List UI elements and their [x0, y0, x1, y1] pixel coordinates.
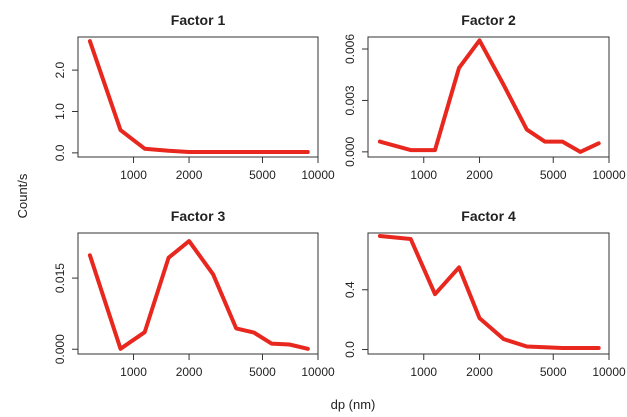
x-tick-label: 10000 [301, 168, 335, 182]
panel-title: Factor 4 [461, 208, 516, 224]
y-tick-label: 0.015 [53, 263, 67, 293]
x-tick-label: 1000 [120, 168, 147, 182]
y-tick-label: 1.0 [53, 103, 67, 120]
x-tick-label: 1000 [410, 168, 437, 182]
y-tick-label: 0.000 [53, 334, 67, 364]
x-tick-label: 10000 [592, 365, 626, 379]
x-tick-label: 2000 [176, 168, 203, 182]
factor-panel-4: Factor 4 1000 2000 5000 10000 0.0 0.4 [343, 208, 626, 379]
y-tick-label: 2.0 [53, 61, 67, 78]
x-tick-label: 1000 [120, 365, 147, 379]
panel-title: Factor 3 [171, 208, 226, 224]
y-axis-label: Count/s [15, 173, 30, 218]
plot-frame [367, 36, 610, 158]
x-tick-label: 5000 [540, 168, 567, 182]
factor-panel-3: Factor 3 1000 2000 5000 10000 0.000 0.015 [53, 208, 335, 379]
x-tick-label: 2000 [466, 168, 493, 182]
x-axis-label: dp (nm) [331, 397, 376, 412]
y-tick-label: 0.0 [53, 144, 67, 161]
factor-panel-1: Factor 1 1000 2000 5000 10000 0.0 1.0 2.0 [53, 12, 335, 182]
series-line [377, 234, 601, 350]
x-tick-label: 2000 [466, 365, 493, 379]
plot-frame [77, 36, 319, 158]
x-tick-label: 5000 [540, 365, 567, 379]
y-tick-label: 0.000 [343, 137, 357, 167]
panel-title: Factor 1 [171, 12, 226, 28]
x-tick-label: 1000 [410, 365, 437, 379]
x-tick-label: 5000 [249, 365, 276, 379]
x-tick-label: 10000 [592, 168, 626, 182]
series-line [87, 39, 310, 154]
plot-frame [367, 232, 610, 355]
y-tick-label: 0.4 [343, 281, 357, 298]
panel-title: Factor 2 [461, 12, 516, 28]
x-tick-label: 5000 [249, 168, 276, 182]
y-tick-label: 0.006 [343, 34, 357, 64]
factor-panel-2: Factor 2 1000 2000 5000 10000 0.000 0.003 0.006 [343, 12, 626, 182]
x-tick-label: 2000 [176, 365, 203, 379]
series-line [377, 38, 601, 154]
plot-frame [77, 232, 319, 355]
series-line [87, 239, 310, 351]
y-tick-label: 0.0 [343, 341, 357, 358]
x-tick-label: 10000 [301, 365, 335, 379]
y-tick-label: 0.003 [343, 85, 357, 115]
